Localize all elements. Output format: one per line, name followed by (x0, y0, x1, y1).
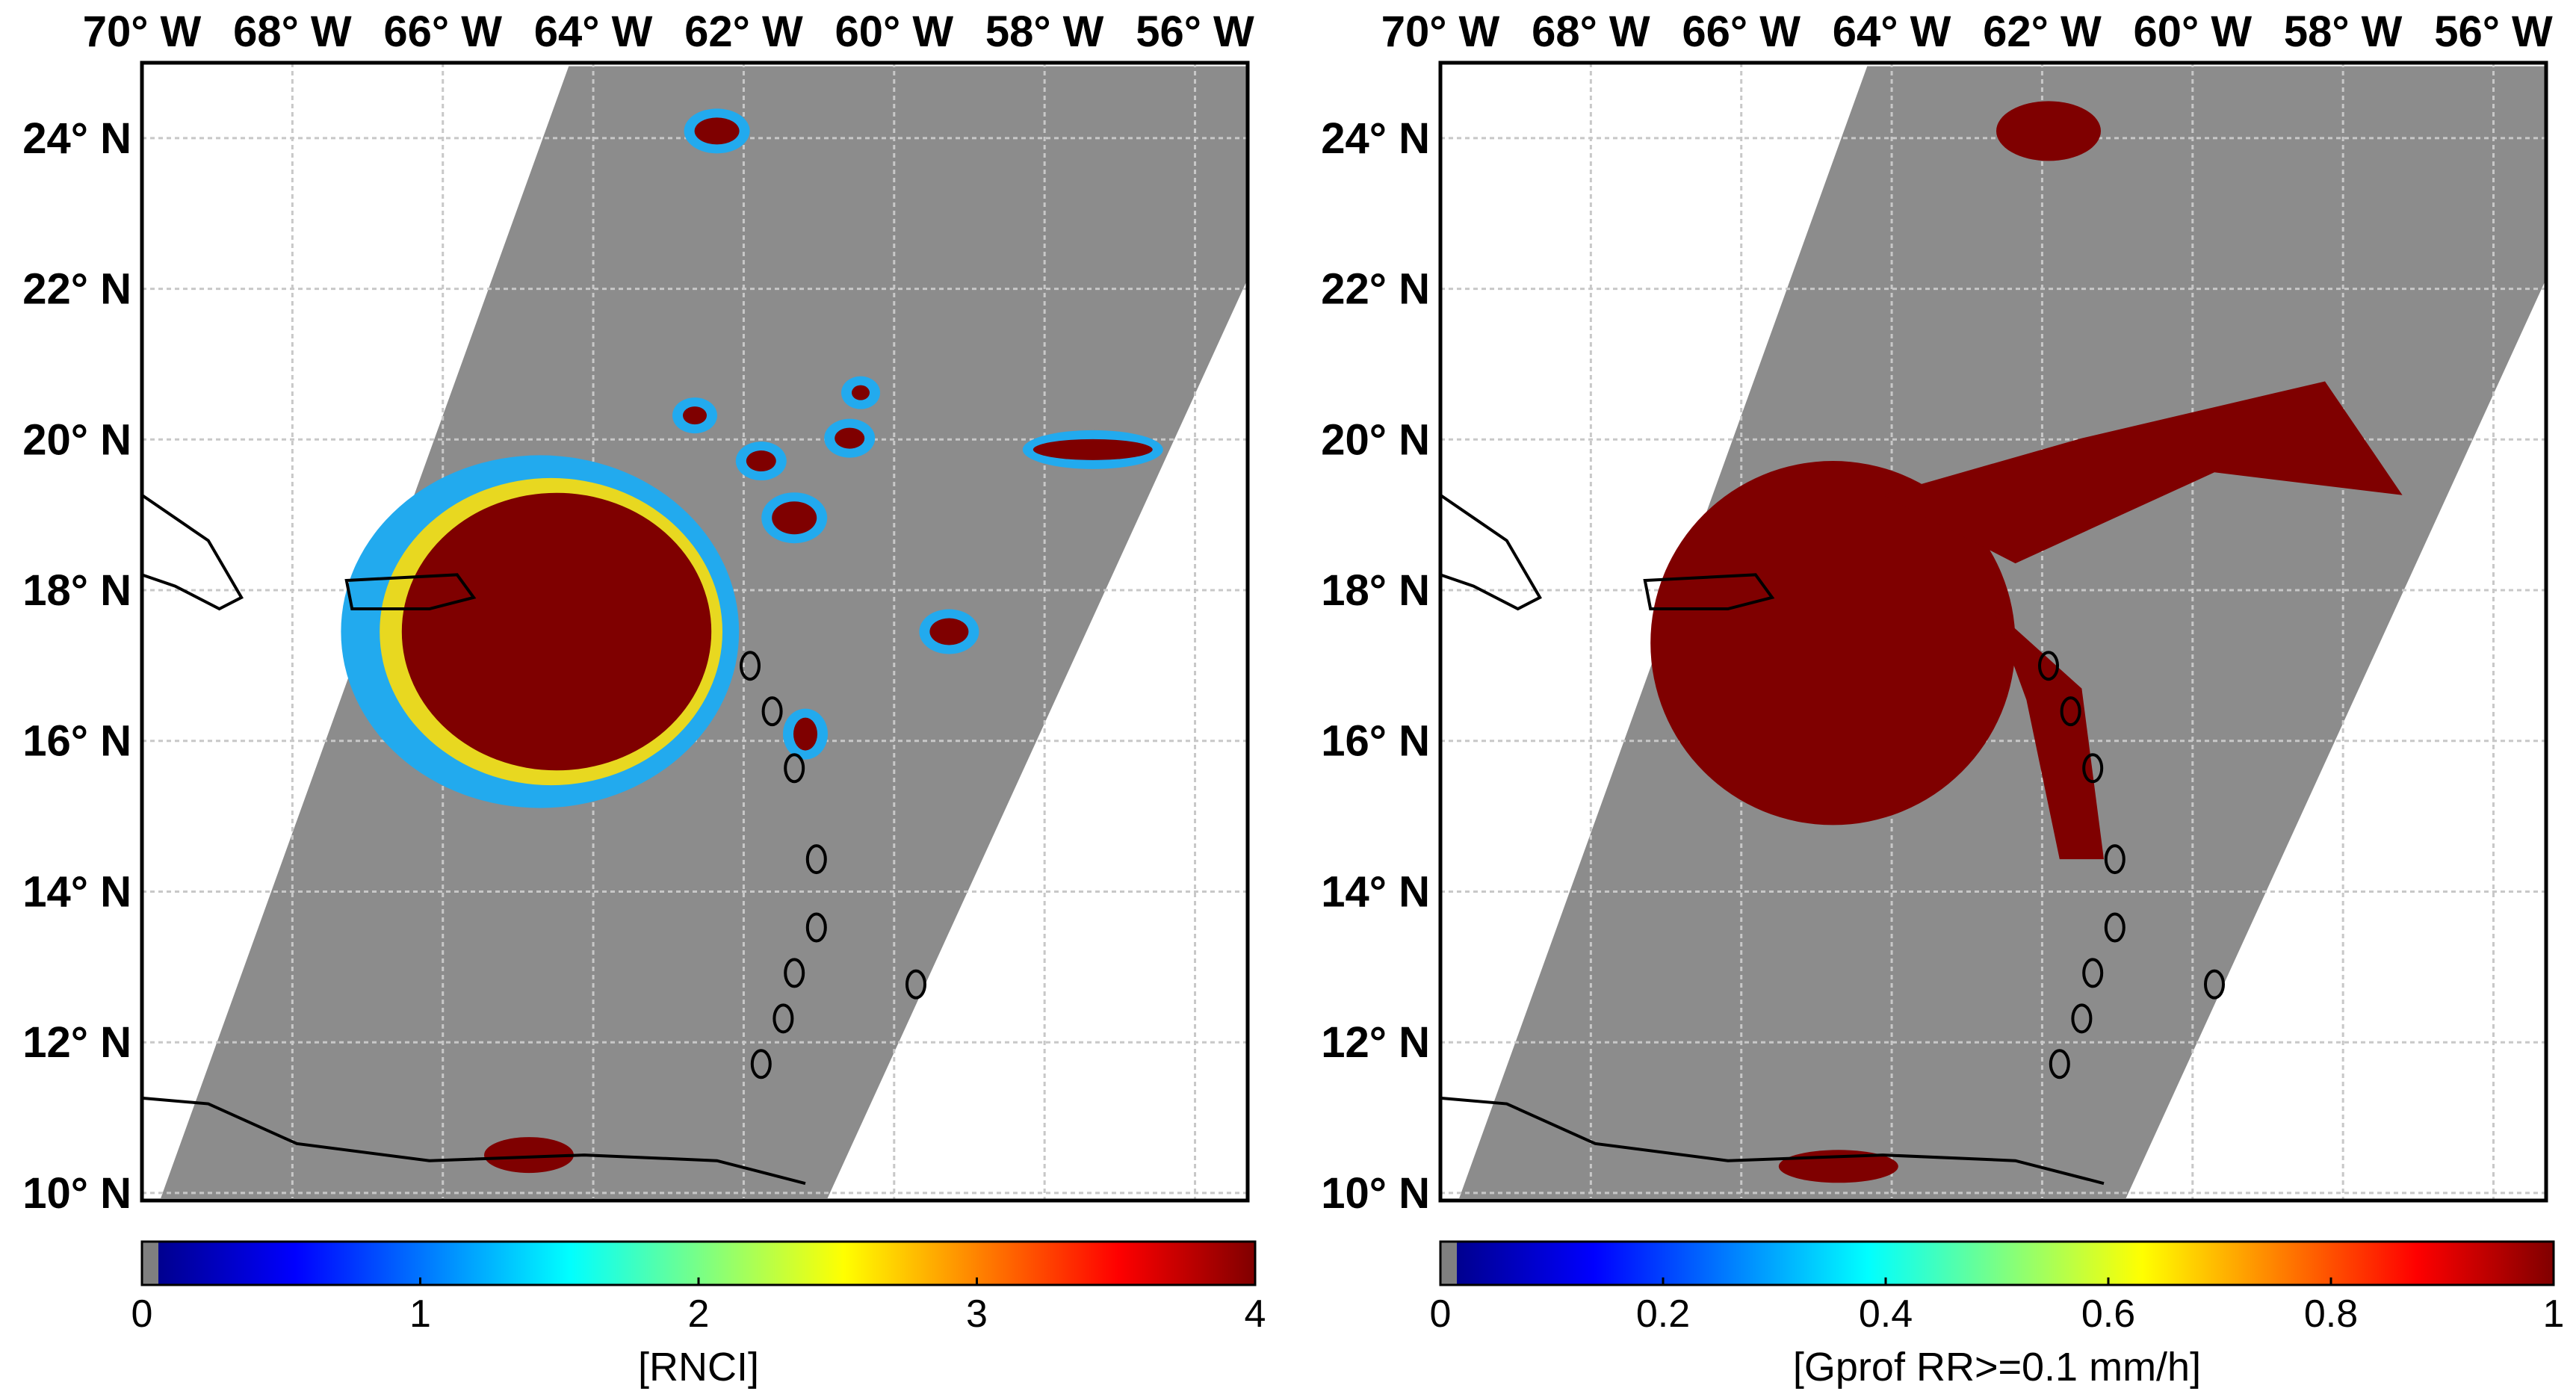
longitude-label: 68° W (233, 7, 352, 56)
colorbar-tick-label: 0.2 (1636, 1292, 1690, 1336)
coastline-venezuela (1440, 1096, 2105, 1186)
latitude-label: 14° N (22, 867, 131, 916)
colorbar-tick-label: 3 (966, 1292, 988, 1336)
longitude-label: 70° W (1381, 7, 1500, 56)
longitude-label: 66° W (383, 7, 502, 56)
latitude-label: 20° N (22, 415, 131, 464)
coastline-island (2049, 1049, 2070, 1079)
coastline-puerto-rico (1643, 573, 1775, 611)
coastline-island (740, 651, 761, 681)
coastline-hispaniola (1439, 494, 1542, 611)
coastlines (1439, 494, 2225, 1186)
rain-cell-core (793, 717, 817, 751)
storm-core (1650, 461, 2016, 825)
colorbar-gradient (158, 1242, 1255, 1285)
colorbar-gradient (1457, 1242, 2554, 1285)
latitude-label: 24° N (22, 114, 131, 163)
rain-cell-core (694, 117, 740, 145)
coastline-island (905, 969, 926, 1000)
latitude-label: 22° N (1321, 265, 1430, 314)
rain-cell-core (929, 618, 969, 645)
latitude-label: 18° N (22, 566, 131, 615)
colorbar-tick-label: 1 (409, 1292, 431, 1336)
latitude-label: 16° N (22, 717, 131, 766)
colorbar-nodata (142, 1242, 158, 1285)
coastline-island (2204, 969, 2225, 1000)
coastline-island (2104, 912, 2125, 943)
coastline-island (2082, 958, 2104, 988)
coastline-island (2060, 696, 2081, 727)
rain-cell-core (484, 1137, 574, 1174)
colorbar-frame (1439, 1240, 2555, 1286)
storm-core (401, 492, 712, 771)
latitude-label: 16° N (1321, 717, 1430, 766)
storm-rain-field (341, 108, 1163, 1174)
longitude-label: 58° W (985, 7, 1104, 56)
coastline-hispaniola (140, 494, 244, 611)
latitude-label: 10° N (1321, 1169, 1430, 1218)
map-panel-right: 70° W 68° W 66° W 64° W 62° W 60° W 58° W 56° W… (1321, 7, 2564, 1390)
colorbar-tick-label: 0.4 (1859, 1292, 1913, 1336)
colorbar-tick-label: 4 (1245, 1292, 1266, 1336)
latitude-label: 12° N (1321, 1018, 1430, 1067)
longitude-label: 70° W (83, 7, 202, 56)
rain-spiral-band (1883, 381, 2403, 564)
colorbar-nodata (1440, 1242, 1457, 1285)
coastline-island (805, 844, 827, 875)
longitude-label: 56° W (1136, 7, 1254, 56)
coastline-venezuela (141, 1096, 806, 1186)
longitude-label: 64° W (1833, 7, 1951, 56)
colorbar-tick-label: 0.6 (2081, 1292, 2135, 1336)
coastline-island (761, 696, 783, 727)
longitude-label: 62° W (1983, 7, 2102, 56)
colorbar-tick-label: 0 (131, 1292, 153, 1336)
colorbar-label: [RNCI] (638, 1345, 759, 1390)
storm-rain-field (1650, 101, 2403, 1183)
longitude-label: 60° W (2134, 7, 2253, 56)
latitude-label: 20° N (1321, 415, 1430, 464)
map-frame (140, 61, 1250, 1203)
rain-cell-core (746, 450, 776, 472)
latitude-label: 18° N (1321, 566, 1430, 615)
rain-cell-core (852, 385, 870, 400)
map-frame (1438, 61, 2548, 1203)
longitude-label: 58° W (2284, 7, 2403, 56)
coastline-puerto-rico (344, 573, 477, 611)
longitude-label: 68° W (1532, 7, 1650, 56)
colorbar-tick-label: 1 (2543, 1292, 2565, 1336)
map-panel-left: 70° W 68° W 66° W 64° W 62° W 60° W 58° W 56° W… (22, 7, 1266, 1390)
coastline-island (784, 958, 805, 988)
colorbar-tick-label: 2 (688, 1292, 710, 1336)
longitude-label: 60° W (835, 7, 954, 56)
colorbar-tick-label: 0.8 (2304, 1292, 2358, 1336)
coastline-island (805, 912, 827, 943)
coastlines (140, 494, 926, 1186)
rain-cell-core (835, 427, 865, 449)
coastline-island (784, 753, 805, 784)
colorbar-tick-label: 0 (1430, 1292, 1452, 1336)
rain-cell-core (1996, 101, 2101, 161)
latitude-label: 12° N (22, 1018, 131, 1067)
coastline-island (750, 1049, 772, 1079)
coastline-island (2082, 753, 2104, 784)
rain-cell-core (683, 406, 707, 425)
rain-cell-core (1032, 439, 1153, 460)
longitude-label: 64° W (534, 7, 653, 56)
rain-spiral-band (1993, 609, 2104, 860)
latitude-label: 10° N (22, 1169, 131, 1218)
longitude-label: 56° W (2434, 7, 2553, 56)
coastline-island (2104, 844, 2125, 875)
rain-cell-core (772, 501, 817, 535)
latitude-label: 24° N (1321, 114, 1430, 163)
coastline-island (773, 1003, 794, 1034)
latitude-label: 14° N (1321, 867, 1430, 916)
coastline-island (2038, 651, 2059, 681)
colorbar-label: [Gprof RR>=0.1 mm/h] (1793, 1345, 2201, 1390)
longitude-label: 66° W (1682, 7, 1801, 56)
longitude-label: 62° W (684, 7, 803, 56)
latitude-label: 22° N (22, 265, 131, 314)
coastline-island (2071, 1003, 2093, 1034)
